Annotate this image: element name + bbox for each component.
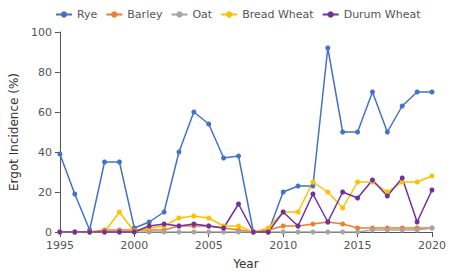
svg-text:Rye: Rye <box>77 8 98 21</box>
svg-text:40: 40 <box>38 146 52 159</box>
svg-text:80: 80 <box>38 66 52 79</box>
svg-text:2010: 2010 <box>269 239 297 252</box>
svg-text:Bread Wheat: Bread Wheat <box>242 8 314 21</box>
svg-text:1995: 1995 <box>46 239 74 252</box>
svg-text:Oat: Oat <box>192 8 212 21</box>
svg-text:0: 0 <box>45 226 52 239</box>
svg-text:2020: 2020 <box>418 239 446 252</box>
svg-text:Durum Wheat: Durum Wheat <box>344 8 422 21</box>
svg-text:2000: 2000 <box>120 239 148 252</box>
svg-text:20: 20 <box>38 186 52 199</box>
svg-text:2015: 2015 <box>344 239 372 252</box>
svg-text:Ergot Incidence (%): Ergot Incidence (%) <box>7 73 21 191</box>
svg-text:100: 100 <box>31 26 52 39</box>
svg-text:60: 60 <box>38 106 52 119</box>
svg-text:Year: Year <box>232 257 258 271</box>
svg-text:Barley: Barley <box>127 8 163 21</box>
svg-text:2005: 2005 <box>195 239 223 252</box>
